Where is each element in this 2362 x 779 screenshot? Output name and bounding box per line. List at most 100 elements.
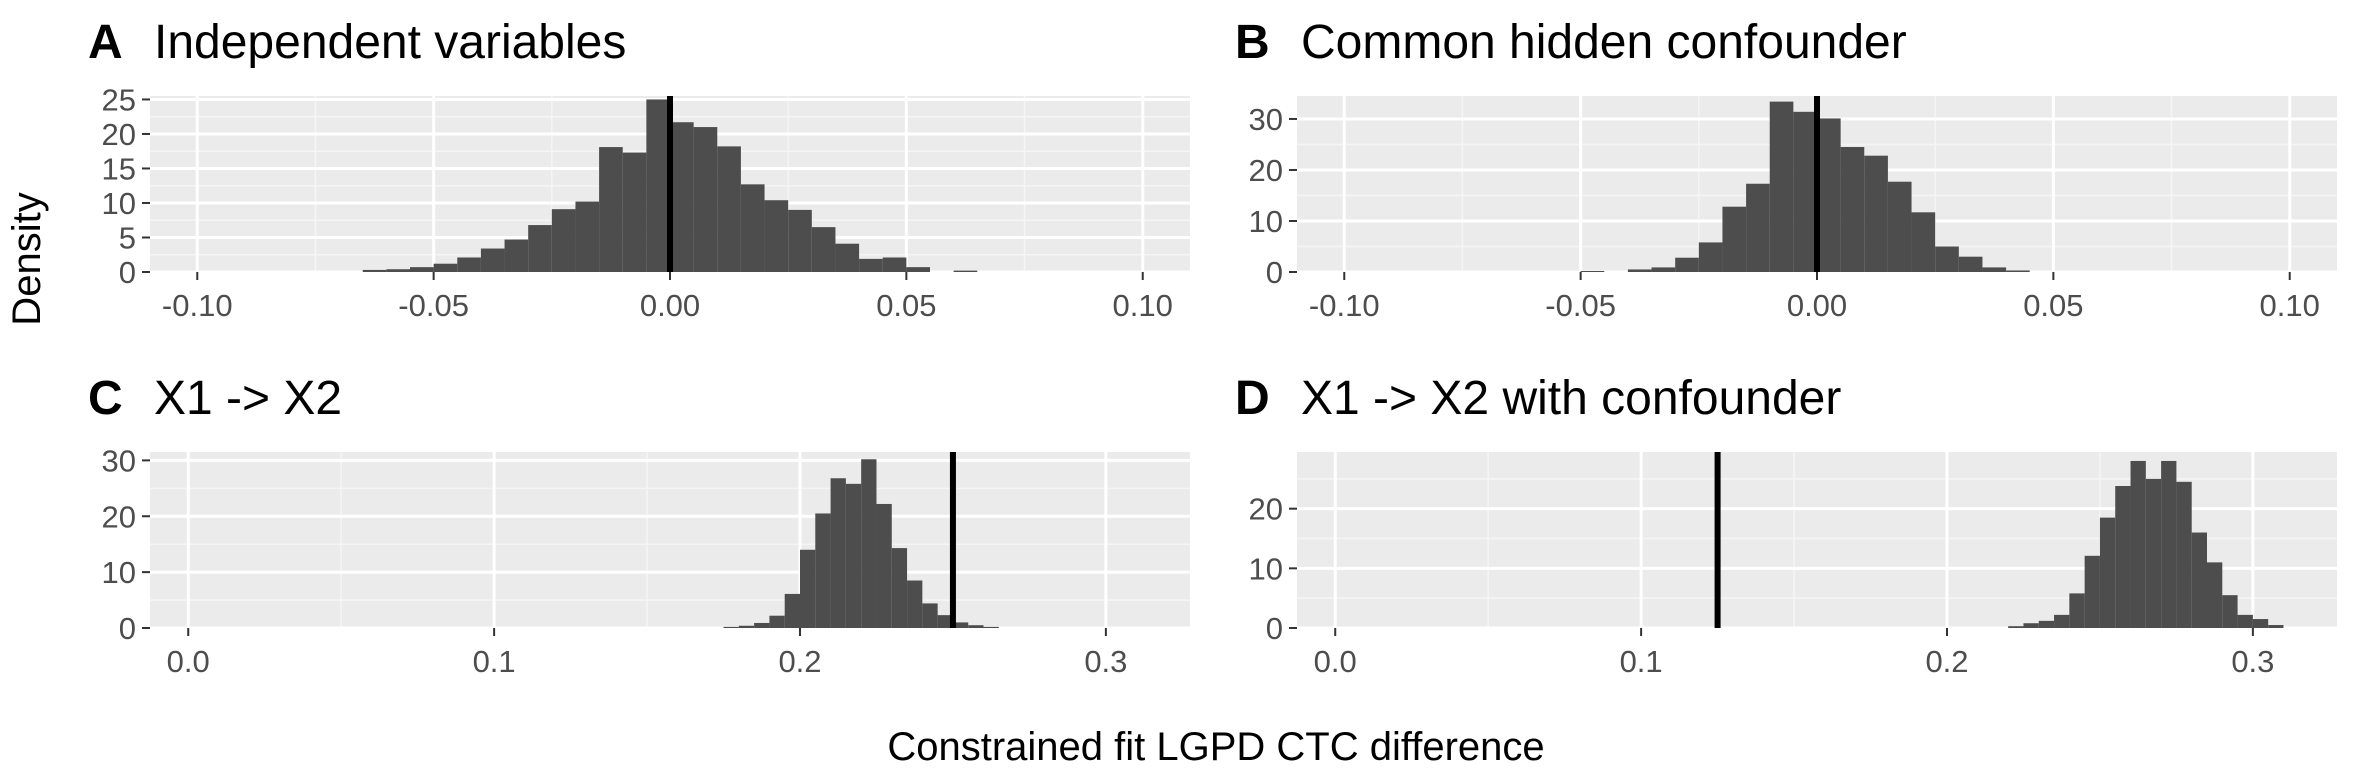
panel-tag: B xyxy=(1235,16,1270,69)
histogram-bar xyxy=(2252,619,2269,628)
histogram-bar xyxy=(800,549,816,628)
y-tick-label: 5 xyxy=(119,220,136,255)
histogram-bar xyxy=(1793,111,1817,273)
x-tick-label: 0.3 xyxy=(2231,644,2274,679)
histogram-bar xyxy=(2207,562,2223,628)
y-tick-label: 0 xyxy=(119,255,136,290)
histogram-bar xyxy=(433,263,458,272)
histogram-bar xyxy=(1769,101,1794,272)
histogram-bar xyxy=(480,248,505,272)
y-tick-label: 0 xyxy=(1266,255,1283,290)
histogram-bar xyxy=(2008,626,2024,628)
histogram-bar xyxy=(953,270,978,272)
y-tick-label: 10 xyxy=(102,555,136,590)
histogram-bar xyxy=(670,122,694,272)
histogram-bar xyxy=(362,269,387,272)
histogram-bar xyxy=(2054,614,2070,628)
histogram-bar xyxy=(646,99,670,272)
panel-background xyxy=(150,452,1190,628)
histogram-bar xyxy=(952,622,969,628)
panel-title: Common hidden confounder xyxy=(1301,16,1907,69)
panel-title: Independent variables xyxy=(154,16,626,69)
x-tick-label: 0.3 xyxy=(1084,644,1127,679)
histogram-bar xyxy=(1651,267,1676,272)
histogram-bar xyxy=(882,257,907,272)
histogram-bar xyxy=(937,615,953,628)
x-axis-title: Constrained fit LGPD CTC difference xyxy=(887,725,1544,769)
histogram-bar xyxy=(769,615,785,628)
histogram-bar xyxy=(815,513,831,628)
panel-tag: C xyxy=(88,372,123,425)
histogram-bar xyxy=(907,580,923,628)
histogram-bar xyxy=(764,200,789,272)
histogram-bar xyxy=(1698,242,1723,272)
histogram-bar xyxy=(788,209,812,272)
histogram-bar xyxy=(861,459,877,628)
y-tick-label: 20 xyxy=(1249,153,1283,188)
histogram-bar xyxy=(457,257,481,272)
histogram-bar xyxy=(551,209,576,272)
histogram-bar xyxy=(1746,183,1770,272)
histogram-bar xyxy=(622,152,647,272)
histogram-bar xyxy=(1864,155,1888,272)
histogram-bar xyxy=(2145,478,2162,628)
panel-tag: D xyxy=(1235,372,1270,425)
histogram-bar xyxy=(2222,595,2238,628)
y-tick-label: 30 xyxy=(102,443,136,478)
histogram-bar xyxy=(723,626,739,628)
x-tick-label: 0.0 xyxy=(1314,644,1357,679)
histogram-bar xyxy=(859,258,883,272)
histogram-bar xyxy=(2115,486,2131,628)
histogram-bar xyxy=(922,603,938,628)
histogram-bar xyxy=(1935,246,1959,272)
x-tick-label: 0.00 xyxy=(1787,288,1847,323)
x-tick-label: 0.05 xyxy=(876,288,936,323)
panel-title: X1 -> X2 xyxy=(154,372,342,425)
histogram-bar xyxy=(1817,118,1841,272)
y-tick-label: 10 xyxy=(102,186,136,221)
x-tick-label: 0.10 xyxy=(1113,288,1173,323)
x-tick-label: -0.05 xyxy=(1545,288,1616,323)
y-tick-label: 20 xyxy=(102,117,136,152)
y-tick-label: 30 xyxy=(1249,102,1283,137)
x-tick-label: 0.0 xyxy=(167,644,210,679)
histogram-bar xyxy=(1840,147,1865,272)
histogram-bar xyxy=(2006,270,2030,272)
histogram-bar xyxy=(2237,614,2253,628)
panel-title: X1 -> X2 with confounder xyxy=(1301,372,1841,425)
x-tick-label: 0.10 xyxy=(2260,288,2320,323)
histogram-bar xyxy=(2038,620,2055,628)
y-tick-label: 25 xyxy=(102,82,136,117)
histogram-bar xyxy=(845,483,862,628)
x-tick-label: 0.05 xyxy=(2023,288,2083,323)
histogram-bar xyxy=(1982,267,2007,272)
histogram-bar xyxy=(528,225,552,272)
histogram-bar xyxy=(830,478,846,628)
x-tick-label: 0.1 xyxy=(1620,644,1663,679)
histogram-bar xyxy=(2161,460,2177,628)
histogram-bar xyxy=(575,201,600,272)
histogram-bar xyxy=(2130,460,2146,628)
histogram-bar xyxy=(2023,623,2039,628)
histogram-bar xyxy=(1675,257,1699,272)
x-tick-label: -0.05 xyxy=(398,288,469,323)
histogram-bar xyxy=(754,622,770,628)
y-tick-label: 15 xyxy=(102,151,136,186)
histogram-bar xyxy=(738,625,755,628)
histogram-bar xyxy=(2069,593,2085,628)
histogram-bar xyxy=(784,593,800,628)
panel-c: 0 10 20 30 0.0 0.1 0.2 0.3 C X1 -> X2 xyxy=(88,372,1190,679)
histogram-bar xyxy=(2176,481,2192,628)
histogram-bar xyxy=(2191,532,2207,628)
histogram-bar xyxy=(968,625,984,628)
histogram-bar xyxy=(410,267,434,272)
y-tick-label: 10 xyxy=(1249,204,1283,239)
panel-d: 0 10 20 0.0 0.1 0.2 0.3 D X1 -> X2 with confound… xyxy=(1235,372,2337,679)
histogram-bar xyxy=(906,267,930,272)
histogram-bar xyxy=(1911,212,1936,272)
panel-b: 0 10 20 30 -0.10 -0.05 0.00 0.05 0.10 B Common hid… xyxy=(1235,16,2337,323)
y-tick-label: 0 xyxy=(119,611,136,646)
histogram-bar xyxy=(2099,517,2116,628)
